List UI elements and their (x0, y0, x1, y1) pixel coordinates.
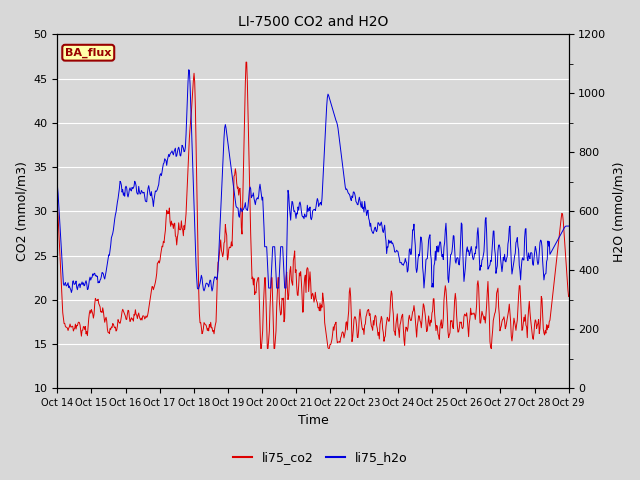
li75_h2o (396, 255, 403, 261)
li75_co2 (242, 59, 250, 65)
li75_co2 (113, 324, 121, 329)
li75_h2o (54, 183, 61, 189)
li75_co2 (488, 346, 495, 351)
li75_h2o (253, 195, 261, 201)
Title: LI-7500 CO2 and H2O: LI-7500 CO2 and H2O (238, 15, 388, 29)
Line: li75_h2o: li75_h2o (58, 70, 568, 292)
li75_h2o (234, 205, 242, 211)
Y-axis label: H2O (mmol/m3): H2O (mmol/m3) (612, 161, 625, 262)
li75_co2 (395, 327, 403, 333)
li75_co2 (207, 325, 215, 331)
Y-axis label: CO2 (mmol/m3): CO2 (mmol/m3) (15, 161, 28, 261)
li75_co2 (253, 280, 260, 286)
li75_co2 (564, 294, 572, 300)
li75_h2o (209, 286, 216, 291)
X-axis label: Time: Time (298, 414, 328, 427)
Line: li75_co2: li75_co2 (58, 62, 568, 348)
li75_h2o (114, 196, 122, 202)
Legend: li75_co2, li75_h2o: li75_co2, li75_h2o (228, 446, 412, 469)
li75_h2o (185, 67, 193, 72)
li75_co2 (233, 180, 241, 186)
li75_co2 (54, 204, 61, 210)
Text: BA_flux: BA_flux (65, 48, 111, 58)
li75_h2o (367, 220, 374, 226)
li75_h2o (564, 223, 572, 229)
li75_h2o (68, 289, 76, 295)
li75_co2 (366, 311, 374, 316)
